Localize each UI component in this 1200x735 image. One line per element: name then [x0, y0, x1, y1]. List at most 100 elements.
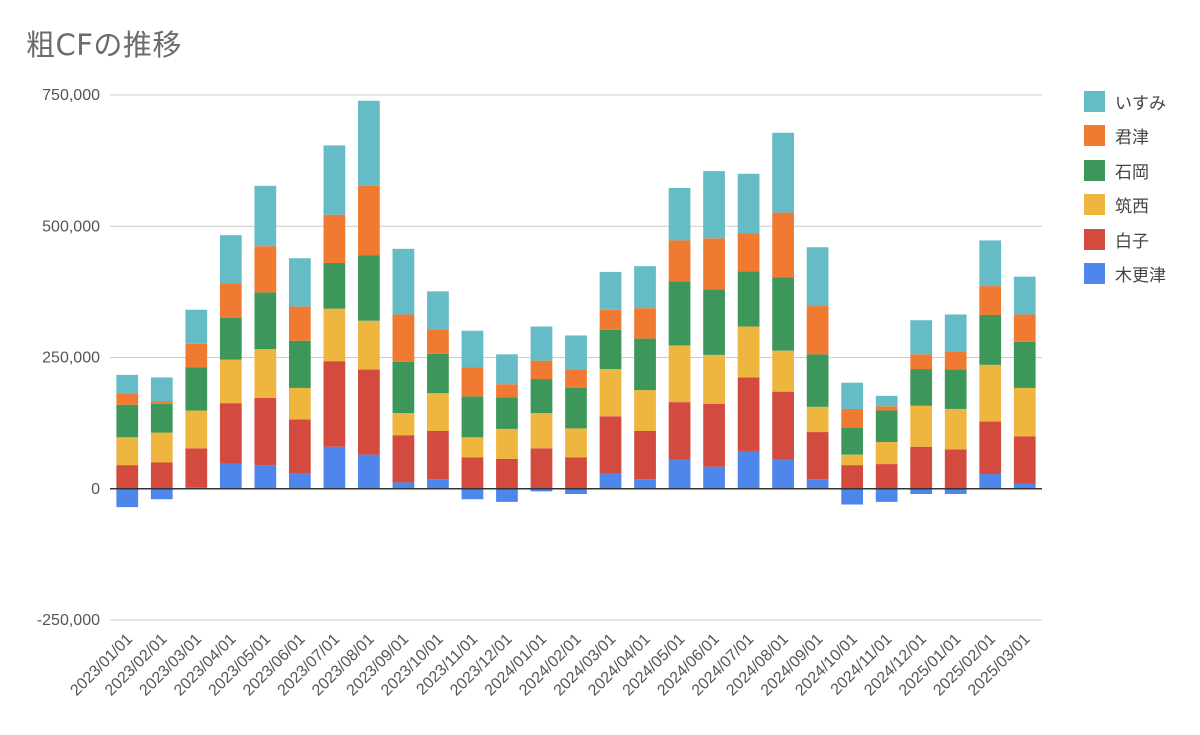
bar-segment[interactable] [772, 350, 794, 392]
bar-segment[interactable] [910, 354, 933, 370]
bar-segment[interactable] [358, 454, 380, 489]
bar-segment[interactable] [150, 462, 173, 489]
bar-segment[interactable] [806, 432, 829, 480]
bar-segment[interactable] [910, 405, 933, 447]
bar-segment[interactable] [461, 330, 484, 368]
bar-segment[interactable] [1013, 483, 1036, 489]
bar-segment[interactable] [427, 431, 449, 480]
bar-segment[interactable] [841, 427, 864, 455]
bar-segment[interactable] [772, 277, 794, 351]
bar-segment[interactable] [185, 343, 208, 368]
bar-segment[interactable] [910, 320, 933, 355]
bar-segment[interactable] [565, 335, 587, 370]
bar-segment[interactable] [1013, 436, 1036, 484]
bar-segment[interactable] [875, 410, 898, 443]
bar-segment[interactable] [910, 488, 933, 494]
bar-segment[interactable] [392, 248, 415, 315]
bar-segment[interactable] [737, 233, 760, 272]
bar-segment[interactable] [150, 432, 173, 463]
legend-item[interactable]: 木更津 [1084, 257, 1166, 292]
bar-segment[interactable] [565, 387, 587, 429]
bar-segment[interactable] [841, 382, 864, 409]
bar-segment[interactable] [599, 271, 622, 310]
bar-segment[interactable] [1013, 276, 1036, 315]
bar-segment[interactable] [358, 369, 380, 455]
bar-segment[interactable] [944, 488, 967, 494]
bar-segment[interactable] [288, 387, 311, 420]
bar-segment[interactable] [1013, 314, 1036, 342]
bar-segment[interactable] [392, 482, 415, 489]
bar-segment[interactable] [599, 329, 622, 370]
bar-segment[interactable] [185, 448, 208, 488]
bar-segment[interactable] [254, 292, 277, 350]
bar-segment[interactable] [496, 354, 518, 385]
bar-segment[interactable] [979, 474, 1002, 489]
bar-segment[interactable] [150, 377, 173, 402]
bar-segment[interactable] [461, 437, 484, 458]
bar-segment[interactable] [254, 349, 277, 398]
bar-segment[interactable] [496, 428, 518, 459]
bar-segment[interactable] [979, 286, 1002, 315]
legend-item[interactable]: 石岡 [1084, 153, 1166, 188]
bar-segment[interactable] [634, 431, 656, 480]
bar-segment[interactable] [565, 428, 587, 458]
bar-segment[interactable] [806, 354, 829, 407]
bar-segment[interactable] [944, 449, 967, 489]
bar-segment[interactable] [461, 367, 484, 397]
bar-segment[interactable] [875, 464, 898, 489]
bar-segment[interactable] [530, 448, 553, 489]
bar-segment[interactable] [1013, 387, 1036, 437]
bar-segment[interactable] [703, 403, 725, 467]
bar-segment[interactable] [530, 360, 553, 380]
bar-segment[interactable] [427, 329, 449, 354]
bar-segment[interactable] [737, 271, 760, 327]
bar-segment[interactable] [254, 185, 277, 247]
bar-segment[interactable] [185, 309, 208, 344]
bar-segment[interactable] [392, 435, 415, 483]
bar-segment[interactable] [116, 404, 139, 438]
bar-segment[interactable] [772, 391, 794, 460]
bar-segment[interactable] [910, 446, 933, 489]
bar-segment[interactable] [634, 479, 656, 489]
bar-segment[interactable] [116, 437, 139, 466]
bar-segment[interactable] [392, 413, 415, 436]
bar-segment[interactable] [323, 145, 346, 215]
bar-segment[interactable] [530, 413, 553, 449]
bar-segment[interactable] [150, 488, 173, 500]
bar-segment[interactable] [565, 488, 587, 494]
bar-segment[interactable] [703, 171, 725, 239]
bar-segment[interactable] [323, 214, 346, 263]
bar-segment[interactable] [323, 361, 346, 447]
bar-segment[interactable] [565, 369, 587, 388]
bar-segment[interactable] [565, 457, 587, 489]
bar-segment[interactable] [634, 338, 656, 391]
bar-segment[interactable] [703, 289, 725, 355]
bar-segment[interactable] [185, 367, 208, 411]
bar-segment[interactable] [116, 393, 139, 405]
bar-segment[interactable] [427, 479, 449, 489]
bar-segment[interactable] [841, 408, 864, 428]
bar-segment[interactable] [806, 247, 829, 307]
bar-segment[interactable] [668, 240, 691, 282]
bar-segment[interactable] [979, 240, 1002, 287]
bar-segment[interactable] [1013, 341, 1036, 388]
bar-segment[interactable] [392, 314, 415, 362]
bar-segment[interactable] [150, 403, 173, 433]
bar-segment[interactable] [979, 364, 1002, 422]
bar-segment[interactable] [806, 406, 829, 433]
bar-segment[interactable] [703, 238, 725, 290]
bar-segment[interactable] [219, 235, 242, 284]
legend-item[interactable]: 筑西 [1084, 188, 1166, 223]
bar-segment[interactable] [219, 283, 242, 318]
bar-segment[interactable] [288, 419, 311, 473]
bar-segment[interactable] [772, 459, 794, 489]
bar-segment[interactable] [737, 450, 760, 489]
bar-segment[interactable] [530, 488, 553, 492]
bar-segment[interactable] [254, 397, 277, 466]
bar-segment[interactable] [530, 326, 553, 361]
bar-segment[interactable] [668, 187, 691, 241]
bar-segment[interactable] [944, 408, 967, 450]
bar-segment[interactable] [116, 488, 139, 508]
bar-segment[interactable] [288, 258, 311, 307]
bar-segment[interactable] [358, 320, 380, 370]
